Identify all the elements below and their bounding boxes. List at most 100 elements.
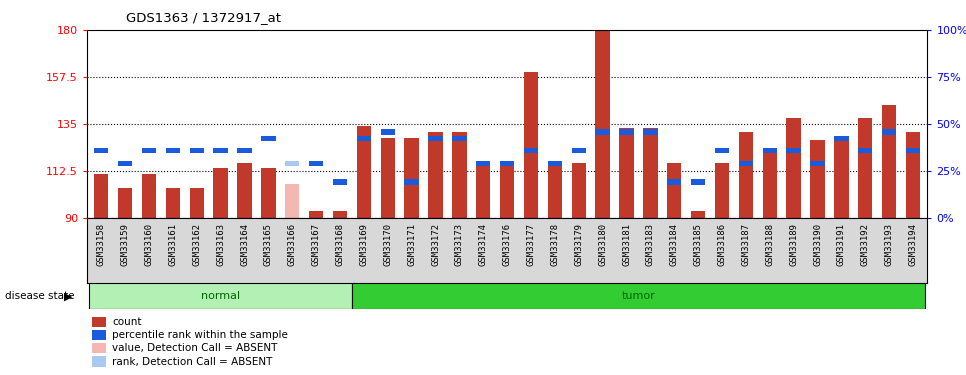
Bar [691,180,705,184]
Bar [810,161,825,166]
Text: percentile rank within the sample: percentile rank within the sample [112,330,288,340]
Bar [142,148,156,153]
Bar [835,136,848,141]
Bar [142,174,156,217]
Bar [595,129,610,135]
Bar [643,129,658,135]
Text: GSM33174: GSM33174 [479,223,488,266]
Text: GSM33169: GSM33169 [359,223,368,266]
Text: GSM33164: GSM33164 [240,223,249,266]
Bar [452,136,467,141]
Text: value, Detection Call = ABSENT: value, Detection Call = ABSENT [112,343,278,353]
FancyBboxPatch shape [89,283,352,309]
Text: normal: normal [201,291,241,301]
Bar [668,180,681,184]
Text: GSM33186: GSM33186 [718,223,726,266]
Bar [715,148,729,153]
Text: GSM33179: GSM33179 [574,223,583,266]
Bar [572,148,586,153]
Text: GSM33180: GSM33180 [598,223,608,266]
Bar [906,132,921,218]
Text: GSM33176: GSM33176 [502,223,512,266]
Text: GSM33191: GSM33191 [837,223,846,266]
Bar [548,164,562,218]
Bar [619,129,634,135]
Text: GSM33160: GSM33160 [145,223,154,266]
Text: GSM33184: GSM33184 [669,223,679,266]
Bar [906,148,921,153]
Bar [762,148,777,153]
Bar [333,211,347,217]
Bar [309,161,324,166]
Bar [548,161,562,166]
Bar [595,24,610,217]
Bar [189,148,204,153]
Text: GSM33168: GSM33168 [335,223,345,266]
Bar [835,140,848,218]
Bar [428,136,442,141]
Bar [189,188,204,218]
Bar [786,117,801,218]
Text: GSM33185: GSM33185 [694,223,702,266]
Text: GSM33188: GSM33188 [765,223,775,266]
Text: rank, Detection Call = ABSENT: rank, Detection Call = ABSENT [112,357,272,366]
Text: GSM33170: GSM33170 [384,223,392,266]
Text: GSM33173: GSM33173 [455,223,464,266]
Text: GSM33165: GSM33165 [264,223,272,266]
Bar [500,161,514,166]
Bar [476,161,491,166]
Bar [309,211,324,217]
Bar [93,356,105,367]
Bar [213,148,228,153]
Bar [93,317,105,327]
Bar [810,140,825,218]
Bar [524,72,538,217]
Text: GSM33158: GSM33158 [97,223,105,266]
Bar [882,105,896,218]
Text: GSM33189: GSM33189 [789,223,798,266]
FancyBboxPatch shape [352,283,925,309]
Bar [166,148,180,153]
Bar [691,211,705,217]
Bar [858,148,872,153]
Bar [476,164,491,218]
Bar [428,132,442,218]
Text: GSM33162: GSM33162 [192,223,201,266]
Text: GSM33183: GSM33183 [646,223,655,266]
Bar [572,164,586,218]
Text: GSM33187: GSM33187 [742,223,751,266]
Bar [166,188,180,218]
Text: GSM33193: GSM33193 [885,223,894,266]
Text: GSM33167: GSM33167 [312,223,321,266]
Bar [356,126,371,218]
Bar [715,164,729,218]
Bar [285,161,299,166]
Bar [118,188,132,218]
Bar [356,136,371,141]
Bar [333,180,347,184]
Bar [858,117,872,218]
Bar [93,343,105,353]
Bar [762,151,777,217]
Text: count: count [112,317,142,327]
Bar [452,132,467,218]
Text: GSM33190: GSM33190 [813,223,822,266]
Text: GSM33161: GSM33161 [168,223,178,266]
Bar [261,168,275,217]
Bar [238,148,252,153]
Bar [524,148,538,153]
Text: GSM33181: GSM33181 [622,223,631,266]
Bar [405,180,419,184]
Text: GSM33171: GSM33171 [407,223,416,266]
Bar [213,168,228,217]
Text: ▶: ▶ [64,291,72,301]
Bar [405,138,419,218]
Bar [261,136,275,141]
Bar [93,330,105,340]
Bar [381,129,395,135]
Bar [619,128,634,218]
Text: GSM33178: GSM33178 [551,223,559,266]
Bar [786,148,801,153]
Bar [668,164,681,218]
Bar [238,164,252,218]
